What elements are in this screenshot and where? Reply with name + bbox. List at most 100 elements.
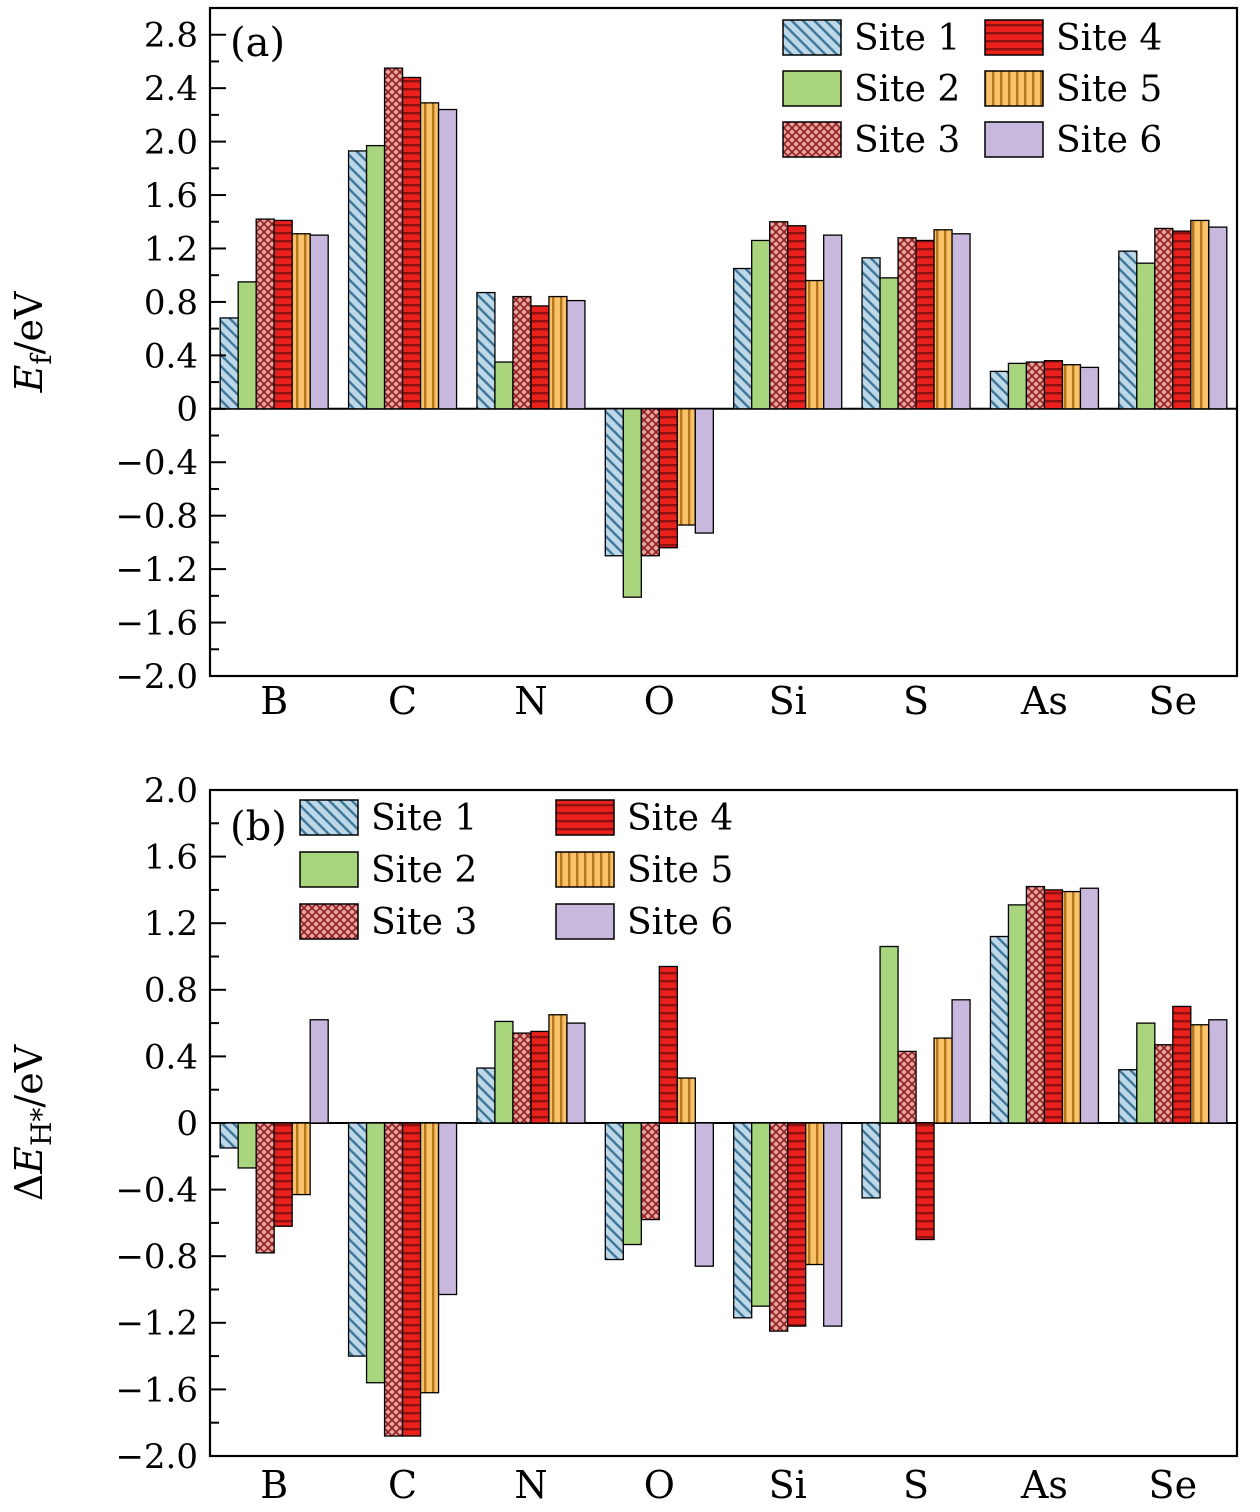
bar-S-site1 — [861, 1122, 881, 1199]
x-category-label: S — [903, 1463, 929, 1507]
bar-S-site3 — [897, 1050, 917, 1124]
legend-swatch — [984, 70, 1044, 107]
bar-B-site4 — [273, 219, 293, 410]
bar-Se-site2 — [1136, 1022, 1156, 1124]
bar-C-site4 — [401, 1122, 422, 1437]
legend-label: Site 6 — [627, 902, 733, 943]
legend-swatch — [782, 70, 842, 107]
legend-label: Site 2 — [854, 69, 960, 110]
bar-B-site5 — [291, 233, 311, 410]
bar-As-site3 — [1025, 885, 1046, 1124]
x-category-label: Si — [769, 1463, 807, 1507]
bar-Si-site2 — [751, 239, 771, 410]
bar-S-site2 — [879, 277, 899, 410]
bar-As-site5 — [1061, 364, 1082, 410]
bar-C-site6 — [437, 1122, 458, 1296]
bar-Se-site5 — [1190, 219, 1210, 410]
x-category-label: Si — [769, 679, 807, 723]
panel-label: (a) — [230, 20, 285, 66]
legend-item: Site 6 — [984, 120, 1162, 161]
y-tick-label: −2.0 — [115, 1437, 198, 1477]
bar-As-site6 — [1079, 887, 1100, 1124]
bar-Si-site3 — [769, 221, 789, 410]
bar-Si-site5 — [805, 279, 825, 410]
legend-swatch — [555, 799, 615, 836]
bar-B-site3 — [255, 1122, 275, 1254]
bar-As-site6 — [1079, 366, 1100, 410]
bar-Si-site1 — [733, 267, 753, 410]
bar-C-site2 — [365, 1122, 386, 1384]
bar-Se-site6 — [1208, 226, 1228, 410]
bar-B-site4 — [273, 1122, 293, 1227]
y-tick-label: −0.8 — [115, 1237, 198, 1277]
bar-As-site1 — [989, 935, 1010, 1124]
y-tick-label: −1.2 — [115, 550, 198, 590]
y-tick-label: −1.2 — [115, 1304, 198, 1344]
bar-S-site1 — [861, 257, 881, 410]
bar-O-site4 — [658, 408, 678, 549]
legend-item: Site 2 — [299, 850, 477, 891]
y-tick-label: 0.4 — [144, 336, 198, 376]
y-tick-label: −1.6 — [115, 1370, 198, 1410]
legend-swatch — [984, 121, 1044, 158]
y-tick-label: 1.6 — [144, 838, 198, 878]
bar-Se-site6 — [1208, 1019, 1228, 1124]
bar-N-site3 — [512, 1032, 532, 1124]
legend-label: Site 6 — [1056, 120, 1162, 161]
bar-B-site3 — [255, 218, 275, 410]
bar-C-site1 — [347, 1122, 368, 1357]
bar-B-site1 — [219, 317, 239, 410]
bar-N-site2 — [494, 1020, 514, 1124]
y-tick-label: 0 — [176, 390, 198, 430]
bar-As-site3 — [1025, 361, 1046, 410]
bar-O-site3 — [640, 1122, 660, 1221]
legend-item: Site 3 — [299, 902, 477, 943]
bar-S-site5 — [933, 1037, 953, 1124]
legend-label: Site 5 — [627, 850, 733, 891]
legend-swatch — [299, 799, 359, 836]
y-tick-label: −0.8 — [115, 497, 198, 537]
bar-O-site2 — [622, 408, 642, 598]
y-tick-label: 2.8 — [144, 16, 198, 56]
bar-As-site4 — [1043, 360, 1064, 410]
bar-O-site6 — [694, 1122, 714, 1267]
bar-B-site2 — [237, 1122, 257, 1169]
x-category-label: N — [514, 1463, 547, 1507]
bar-O-site6 — [694, 408, 714, 534]
bar-O-site5 — [676, 408, 696, 526]
bar-O-site2 — [622, 1122, 642, 1246]
x-category-label: C — [388, 679, 417, 723]
legend-item: Site 4 — [984, 18, 1162, 59]
x-category-label: O — [644, 1463, 675, 1507]
bar-N-site2 — [494, 361, 514, 410]
bar-O-site5 — [676, 1077, 696, 1124]
bar-N-site5 — [548, 1014, 568, 1124]
bar-Se-site5 — [1190, 1024, 1210, 1124]
legend-item: Site 6 — [555, 902, 733, 943]
bar-B-site6 — [309, 234, 329, 410]
y-axis-label: Ef/eV — [7, 291, 58, 393]
bar-S-site2 — [879, 945, 899, 1124]
bar-N-site3 — [512, 295, 532, 410]
x-category-label: As — [1020, 679, 1068, 723]
panel-b: −2.0 −1.6 −1.2 −0.8 −0.4 0 0.4 0.8 1.2 1.6 2.0 B C N O… — [0, 756, 1260, 1512]
y-tick-label: 2.0 — [144, 123, 198, 163]
legend-swatch — [555, 903, 615, 940]
bar-O-site4 — [658, 965, 678, 1124]
bar-C-site1 — [347, 150, 368, 410]
bar-As-site4 — [1043, 889, 1064, 1124]
bar-Si-site6 — [823, 1122, 843, 1327]
y-tick-label: 1.2 — [144, 229, 198, 269]
y-tick-label: 0 — [176, 1104, 198, 1144]
bar-B-site6 — [309, 1019, 329, 1124]
legend-swatch — [299, 851, 359, 888]
bar-C-site3 — [383, 1122, 404, 1437]
bar-As-site2 — [1007, 362, 1028, 410]
y-tick-label: −1.6 — [115, 603, 198, 643]
legend-item: Site 2 — [782, 69, 960, 110]
panel-label: (b) — [230, 804, 287, 850]
bar-N-site5 — [548, 295, 568, 410]
legend-item: Site 5 — [984, 69, 1162, 110]
bar-Se-site4 — [1172, 1005, 1192, 1124]
x-category-label: B — [260, 679, 288, 723]
